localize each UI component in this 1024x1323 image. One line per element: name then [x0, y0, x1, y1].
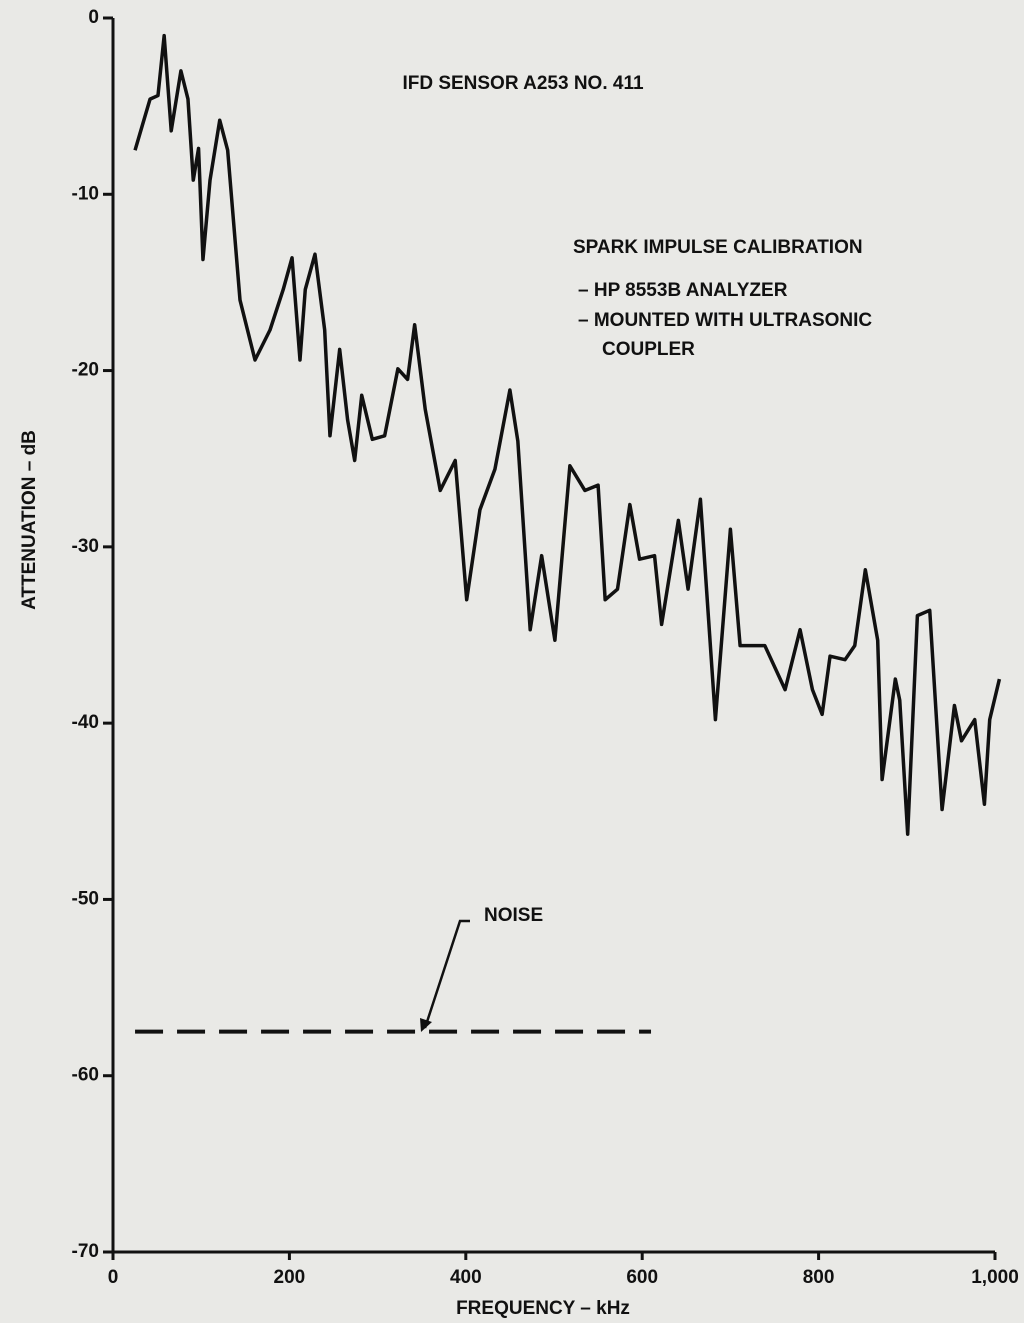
x-tick-label: 800: [803, 1267, 835, 1288]
y-tick-label: -30: [72, 536, 99, 557]
x-tick-label: 400: [450, 1267, 482, 1288]
y-tick-label: -70: [72, 1241, 99, 1262]
x-tick-label: 1,000: [971, 1267, 1019, 1288]
x-tick-label: 200: [274, 1267, 306, 1288]
annotation: SPARK IMPULSE CALIBRATION: [573, 237, 863, 258]
y-tick-label: -20: [72, 360, 99, 381]
y-tick-label: 0: [88, 7, 99, 28]
y-tick-label: -10: [72, 183, 99, 204]
x-axis-label: FREQUENCY – kHz: [456, 1298, 630, 1319]
x-tick-label: 0: [108, 1267, 119, 1288]
annotation: – MOUNTED WITH ULTRASONIC: [578, 310, 872, 331]
annotation: COUPLER: [602, 339, 695, 360]
y-tick-label: -60: [72, 1065, 99, 1086]
noise-arrow: [423, 919, 470, 1029]
annotation: NOISE: [484, 905, 543, 926]
y-tick-label: -40: [72, 712, 99, 733]
annotation: – HP 8553B ANALYZER: [578, 280, 788, 301]
arrow-head: [420, 1018, 432, 1032]
y-tick-label: -50: [72, 888, 99, 909]
y-axis-label: ATTENUATION – dB: [19, 430, 40, 610]
response-line: [133, 33, 1002, 836]
x-tick-label: 600: [626, 1267, 658, 1288]
annotation: IFD SENSOR A253 NO. 411: [402, 73, 644, 94]
